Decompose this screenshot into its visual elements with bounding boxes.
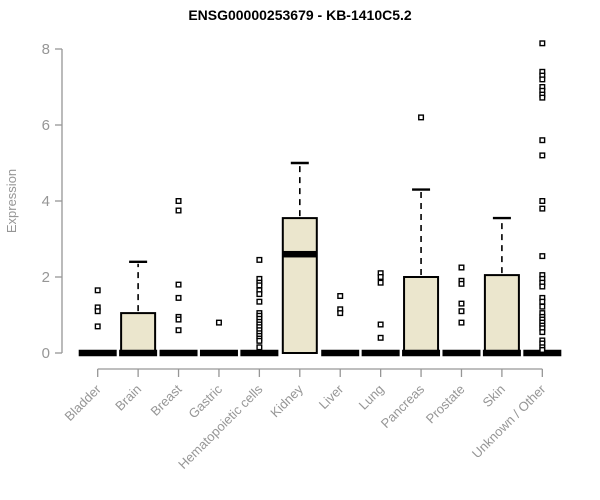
x-tick-label-prostate: Prostate [423, 382, 468, 427]
x-tick-label-breast: Breast [147, 381, 184, 418]
outlier-point [256, 256, 263, 263]
outlier-point [539, 152, 546, 159]
outlier-point [377, 334, 384, 341]
median-bar [159, 349, 198, 357]
outlier-point [539, 283, 546, 290]
y-axis-title: Expression [4, 169, 19, 233]
outlier-point [256, 291, 263, 298]
outlier-point [539, 205, 546, 212]
outlier-point [175, 207, 182, 214]
x-tick-label-skin: Skin [480, 382, 508, 410]
outlier-point [539, 197, 546, 204]
median-bar [119, 349, 158, 357]
x-tick-label-kidney: Kidney [267, 381, 306, 420]
x-tick-label-pancreas: Pancreas [378, 381, 428, 431]
outlier-point [539, 346, 546, 353]
box-group-gastric [199, 319, 238, 357]
outlier-point [458, 308, 465, 315]
outlier-point [175, 327, 182, 334]
outlier-point [215, 319, 222, 326]
box-iqr [483, 274, 520, 355]
median-bar [321, 349, 360, 357]
box-iqr [281, 217, 318, 354]
outlier-point [539, 76, 546, 83]
outlier-point [175, 294, 182, 301]
box-group-brain [119, 260, 158, 357]
y-axis: 0 2 4 6 8 Expression [4, 41, 63, 362]
box-group-breast [159, 197, 198, 357]
box-group-kidney [281, 161, 318, 354]
x-tick-label-brain: Brain [112, 382, 144, 414]
median-bar [199, 349, 238, 357]
median-bar [361, 349, 400, 357]
y-tick-label: 0 [42, 345, 50, 362]
outlier-point [94, 308, 101, 315]
median-bar [240, 349, 279, 357]
median-bar [482, 349, 521, 357]
x-tick-label-gastric: Gastric [185, 381, 225, 421]
outlier-point [539, 137, 546, 144]
x-tick-label-liver: Liver [316, 381, 347, 412]
box-group-bladder [78, 287, 117, 357]
box-group-liver [321, 293, 360, 357]
outlier-point [256, 282, 263, 289]
x-tick-label-unknown-other: Unknown / Other [469, 381, 549, 461]
outlier-point [256, 337, 263, 344]
outlier-point [418, 114, 425, 121]
box-group-skin [482, 216, 521, 357]
outlier-point [377, 321, 384, 328]
median-bar [523, 349, 562, 357]
outlier-point [539, 298, 546, 305]
y-tick-label: 8 [42, 41, 50, 58]
x-tick-label-bladder: Bladder [62, 381, 105, 424]
outlier-point [539, 329, 546, 336]
median-bar [78, 349, 117, 357]
outlier-point [539, 40, 546, 47]
outlier-point [377, 274, 384, 281]
outlier-point [337, 310, 344, 317]
outlier-point [256, 298, 263, 305]
median-bar [402, 349, 441, 357]
outlier-point [94, 323, 101, 330]
outlier-point [458, 280, 465, 287]
y-tick-label: 4 [42, 193, 50, 210]
box-iqr [120, 312, 157, 355]
outlier-point [175, 316, 182, 323]
outlier-point [377, 279, 384, 286]
outlier-point [539, 253, 546, 260]
median-bar [442, 349, 481, 357]
box-group-prostate [442, 264, 481, 357]
outlier-point [337, 293, 344, 300]
box-iqr [403, 276, 440, 354]
outlier-point [256, 344, 263, 351]
outlier-point [539, 303, 546, 310]
outlier-point [539, 94, 546, 101]
outlier-point [175, 281, 182, 288]
outlier-point [458, 264, 465, 271]
box-group-pancreas [402, 114, 441, 357]
y-tick-label: 2 [42, 269, 50, 286]
box-group-unknown-other [523, 40, 562, 357]
x-tick-label-lung: Lung [356, 382, 387, 413]
outlier-point [458, 319, 465, 326]
median-bar [282, 250, 317, 258]
outlier-point [175, 197, 182, 204]
chart-title: ENSG00000253679 - KB-1410C5.2 [188, 7, 412, 23]
outlier-point [458, 300, 465, 307]
box-group-hematopoietic-cells [240, 256, 279, 357]
outlier-point [94, 287, 101, 294]
box-group-lung [361, 270, 400, 357]
y-tick-label: 6 [42, 117, 50, 134]
